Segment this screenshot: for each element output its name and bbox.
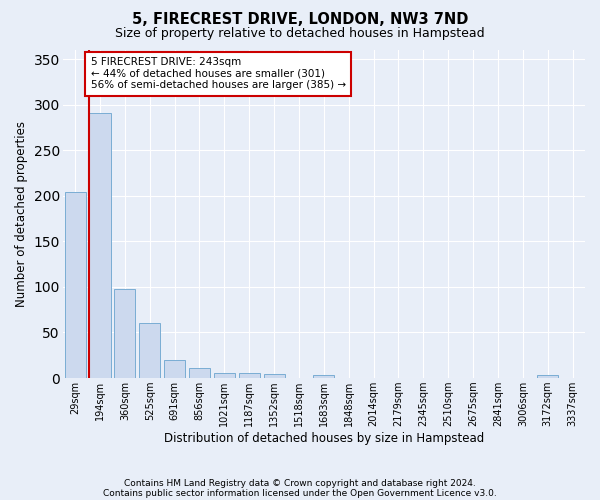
Text: 5, FIRECREST DRIVE, LONDON, NW3 7ND: 5, FIRECREST DRIVE, LONDON, NW3 7ND xyxy=(132,12,468,28)
Bar xyxy=(263,374,284,378)
Bar xyxy=(239,374,260,378)
Bar xyxy=(139,324,160,378)
Text: Size of property relative to detached houses in Hampstead: Size of property relative to detached ho… xyxy=(115,28,485,40)
Bar xyxy=(537,376,558,378)
Bar xyxy=(164,360,185,378)
Bar xyxy=(214,372,235,378)
Bar xyxy=(89,113,110,378)
Bar xyxy=(313,376,334,378)
Bar xyxy=(115,288,136,378)
Y-axis label: Number of detached properties: Number of detached properties xyxy=(15,121,28,307)
Bar xyxy=(189,368,210,378)
Text: Contains HM Land Registry data © Crown copyright and database right 2024.: Contains HM Land Registry data © Crown c… xyxy=(124,478,476,488)
Text: Contains public sector information licensed under the Open Government Licence v3: Contains public sector information licen… xyxy=(103,488,497,498)
Text: 5 FIRECREST DRIVE: 243sqm
← 44% of detached houses are smaller (301)
56% of semi: 5 FIRECREST DRIVE: 243sqm ← 44% of detac… xyxy=(91,58,346,90)
Bar xyxy=(65,192,86,378)
X-axis label: Distribution of detached houses by size in Hampstead: Distribution of detached houses by size … xyxy=(164,432,484,445)
